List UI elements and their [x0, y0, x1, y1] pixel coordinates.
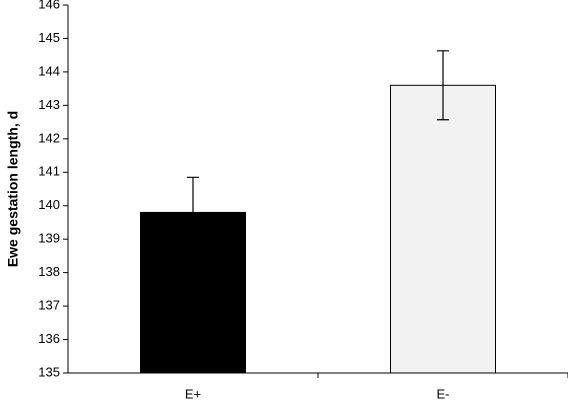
y-tick-label: 140: [38, 197, 60, 212]
y-tick-label: 142: [38, 130, 60, 145]
y-tick-label: 143: [38, 97, 60, 112]
x-tick-label: E+: [185, 386, 201, 401]
y-tick-label: 138: [38, 264, 60, 279]
y-tick-label: 146: [38, 0, 60, 11]
y-tick-label: 144: [38, 63, 60, 78]
y-tick-label: 141: [38, 164, 60, 179]
bar: [390, 84, 496, 374]
y-axis-label: Ewe gestation length, d: [5, 111, 21, 267]
y-tick-label: 139: [38, 231, 60, 246]
y-tick-label: 137: [38, 298, 60, 313]
y-tick-label: 136: [38, 331, 60, 346]
error-bar: [437, 50, 449, 121]
x-tick-label: E-: [437, 386, 450, 401]
y-tick-label: 135: [38, 364, 60, 379]
error-bar: [187, 176, 199, 249]
y-tick-label: 145: [38, 30, 60, 45]
